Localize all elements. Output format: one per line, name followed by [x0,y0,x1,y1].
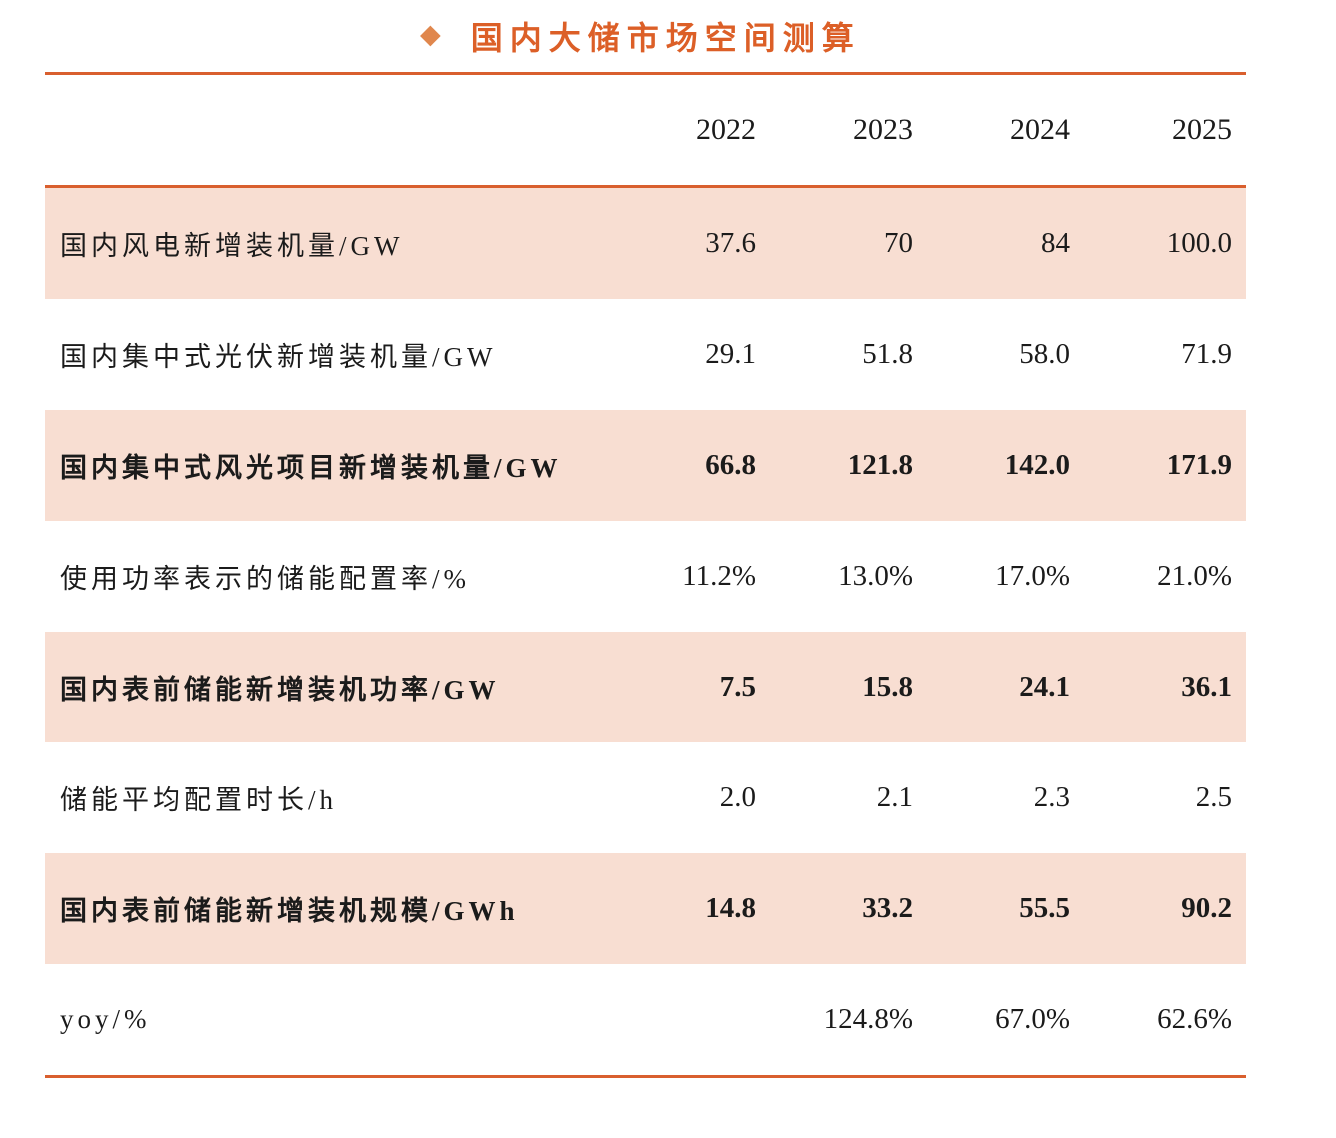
value-cell: 33.2 [862,892,913,925]
header-divider [45,185,1246,188]
table-row: 国内集中式风光项目新增装机量/GW 66.8 121.8 142.0 171.9 [45,409,1246,521]
value-cell: 62.6% [1157,1003,1232,1036]
table-row: 国内表前储能新增装机功率/GW 7.5 15.8 24.1 36.1 [45,631,1246,743]
value-cell: 55.5 [1019,892,1070,925]
table-row: 国内风电新增装机量/GW 37.6 70 84 100.0 [45,188,1246,299]
year-header: 2024 [1010,113,1070,146]
table-row: 使用功率表示的储能配置率/% 11.2% 13.0% 17.0% 21.0% [45,521,1246,632]
value-cell: 2.1 [876,781,913,814]
value-cell: 13.0% [838,559,913,592]
value-cell: 70 [884,226,913,259]
row-label: yoy/% [60,1004,151,1035]
value-cell: 90.2 [1181,892,1232,925]
value-cell: 15.8 [862,670,913,703]
row-label: 国内表前储能新增装机规模/GWh [60,896,519,927]
value-cell: 24.1 [1019,670,1070,703]
value-cell: 142.0 [1004,448,1070,481]
value-cell: 71.9 [1181,337,1232,370]
year-header: 2023 [853,113,913,146]
page-title: 国内大储市场空间测算 [470,20,861,56]
value-cell: 2.3 [1033,781,1070,814]
value-cell: 36.1 [1181,670,1232,703]
value-cell: 171.9 [1166,448,1232,481]
table-header-row: 2022 2023 2024 2025 [45,75,1246,185]
year-header: 2025 [1172,113,1232,146]
value-cell: 14.8 [705,892,756,925]
value-cell: 17.0% [995,559,1070,592]
row-label: 储能平均配置时长/h [60,785,338,816]
bottom-divider [45,1075,1246,1079]
value-cell: 29.1 [705,337,756,370]
value-cell: 124.8% [823,1003,913,1036]
value-cell: 84 [1041,226,1070,259]
table-row: 国内表前储能新增装机规模/GWh 14.8 33.2 55.5 90.2 [45,853,1246,965]
year-header: 2022 [696,113,756,146]
value-cell: 11.2% [682,559,756,592]
value-cell: 100.0 [1166,226,1232,259]
row-label: 国内集中式风光项目新增装机量/GW [60,452,562,483]
diamond-bullet-icon: ◆ [420,18,441,50]
value-cell: 2.5 [1195,781,1232,814]
value-cell: 51.8 [862,337,913,370]
value-cell: 37.6 [705,226,756,259]
table-row: 国内集中式光伏新增装机量/GW 29.1 51.8 58.0 71.9 [45,299,1246,410]
value-cell: 67.0% [995,1003,1070,1036]
row-label: 国内风电新增装机量/GW [60,230,404,261]
top-divider [45,72,1246,75]
table-block: ◆ 国内大储市场空间测算 2022 2023 2024 2025 国内风电新增装… [45,0,1246,1079]
row-label: 使用功率表示的储能配置率/% [60,563,470,594]
value-cell: 58.0 [1019,337,1070,370]
table-row: yoy/% 124.8% 67.0% 62.6% [45,964,1246,1075]
value-cell: 121.8 [847,448,913,481]
row-label: 国内集中式光伏新增装机量/GW [60,341,497,372]
value-cell: 21.0% [1157,559,1232,592]
table-caption: ◆ 国内大储市场空间测算 [45,0,1246,72]
value-cell: 7.5 [719,670,756,703]
table-row: 储能平均配置时长/h 2.0 2.1 2.3 2.5 [45,742,1246,853]
value-cell: 66.8 [705,448,756,481]
row-label: 国内表前储能新增装机功率/GW [60,674,500,705]
value-cell: 2.0 [719,781,756,814]
